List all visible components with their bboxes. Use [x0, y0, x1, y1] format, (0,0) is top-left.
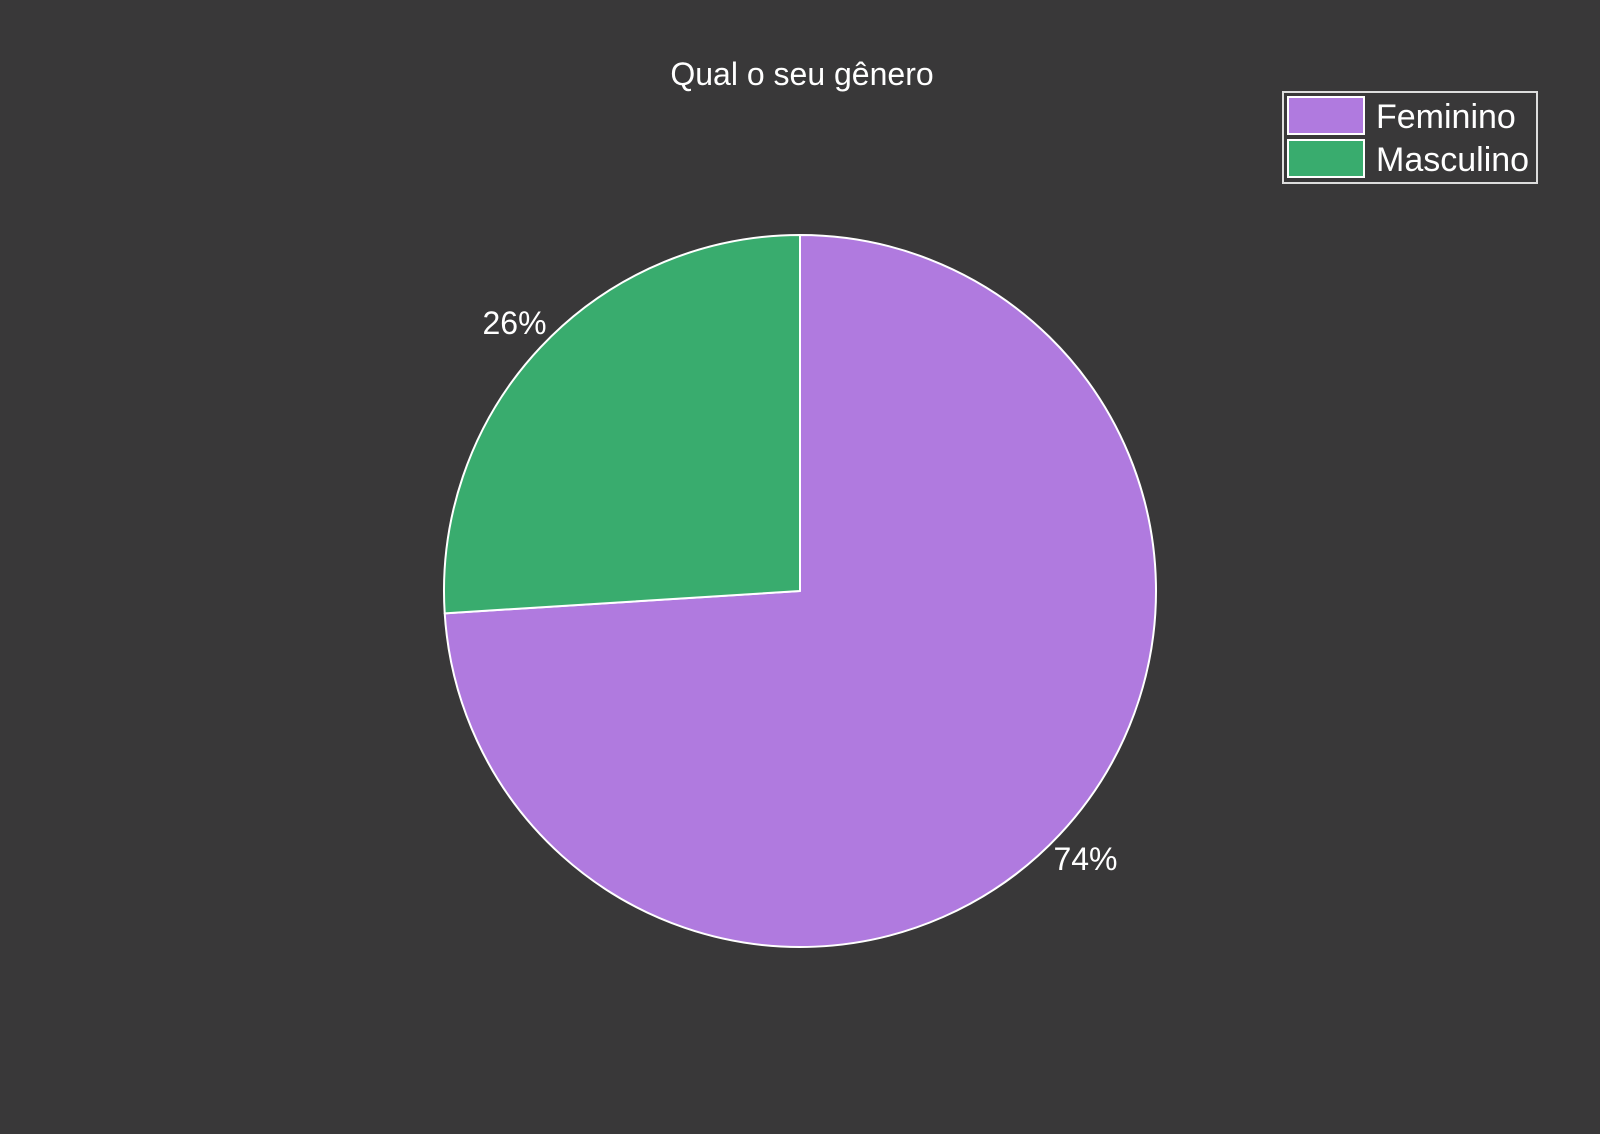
- legend-swatch-masculino: [1287, 139, 1365, 178]
- pie-slice-labels: 74% 26%: [483, 305, 1118, 877]
- pie-slice-label-feminino: 74%: [1053, 841, 1117, 877]
- legend: Feminino Masculino: [1282, 91, 1538, 184]
- pie-slice-masculino: [443, 234, 801, 615]
- legend-label-feminino: Feminino: [1376, 98, 1516, 136]
- legend-label-masculino: Masculino: [1376, 141, 1529, 179]
- pie-slices: [443, 234, 1157, 948]
- pie-slice-label-masculino: 26%: [483, 305, 547, 341]
- chart-title: Qual o seu gênero: [670, 56, 933, 92]
- legend-swatch-feminino: [1287, 96, 1365, 135]
